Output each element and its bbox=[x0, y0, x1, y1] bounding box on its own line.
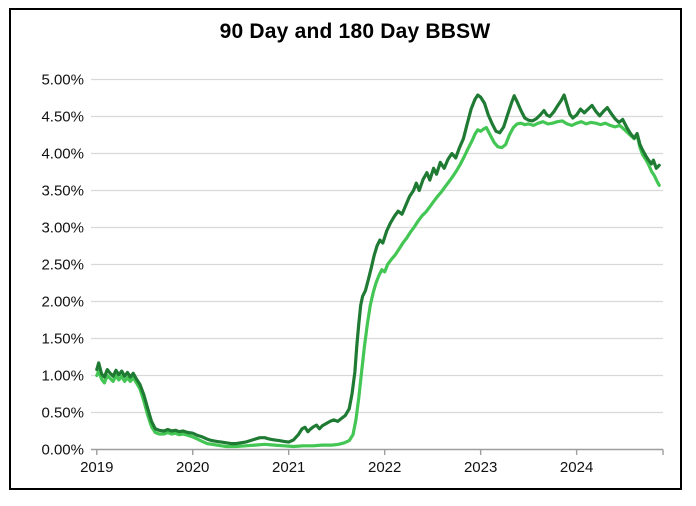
y-axis-label: 3.00% bbox=[41, 219, 84, 236]
y-axis-label: 0.00% bbox=[41, 441, 84, 458]
y-axis-label: 0.50% bbox=[41, 404, 84, 421]
x-axis-label: 2024 bbox=[559, 459, 594, 476]
y-axis-label: 3.50% bbox=[41, 182, 84, 199]
y-axis-label: 1.00% bbox=[41, 367, 84, 384]
y-axis-label: 5.00% bbox=[41, 71, 84, 88]
x-axis-label: 2020 bbox=[176, 459, 210, 476]
series-line-90-day-bbsw bbox=[95, 119, 661, 449]
y-axis-label: 4.50% bbox=[41, 108, 84, 125]
y-axis-label: 1.50% bbox=[41, 330, 84, 347]
series-line-180-day-bbsw bbox=[95, 93, 661, 446]
x-axis-label: 2019 bbox=[80, 459, 114, 476]
y-axis-label: 2.00% bbox=[41, 293, 84, 310]
x-axis-label: 2022 bbox=[367, 459, 402, 476]
x-axis-label: 2021 bbox=[272, 459, 306, 476]
y-axis-label: 2.50% bbox=[41, 256, 84, 273]
chart-title: 90 Day and 180 Day BBSW bbox=[219, 20, 491, 43]
x-axis-label: 2023 bbox=[463, 459, 498, 476]
y-axis-label: 4.00% bbox=[41, 145, 84, 162]
chart-border bbox=[9, 8, 682, 490]
